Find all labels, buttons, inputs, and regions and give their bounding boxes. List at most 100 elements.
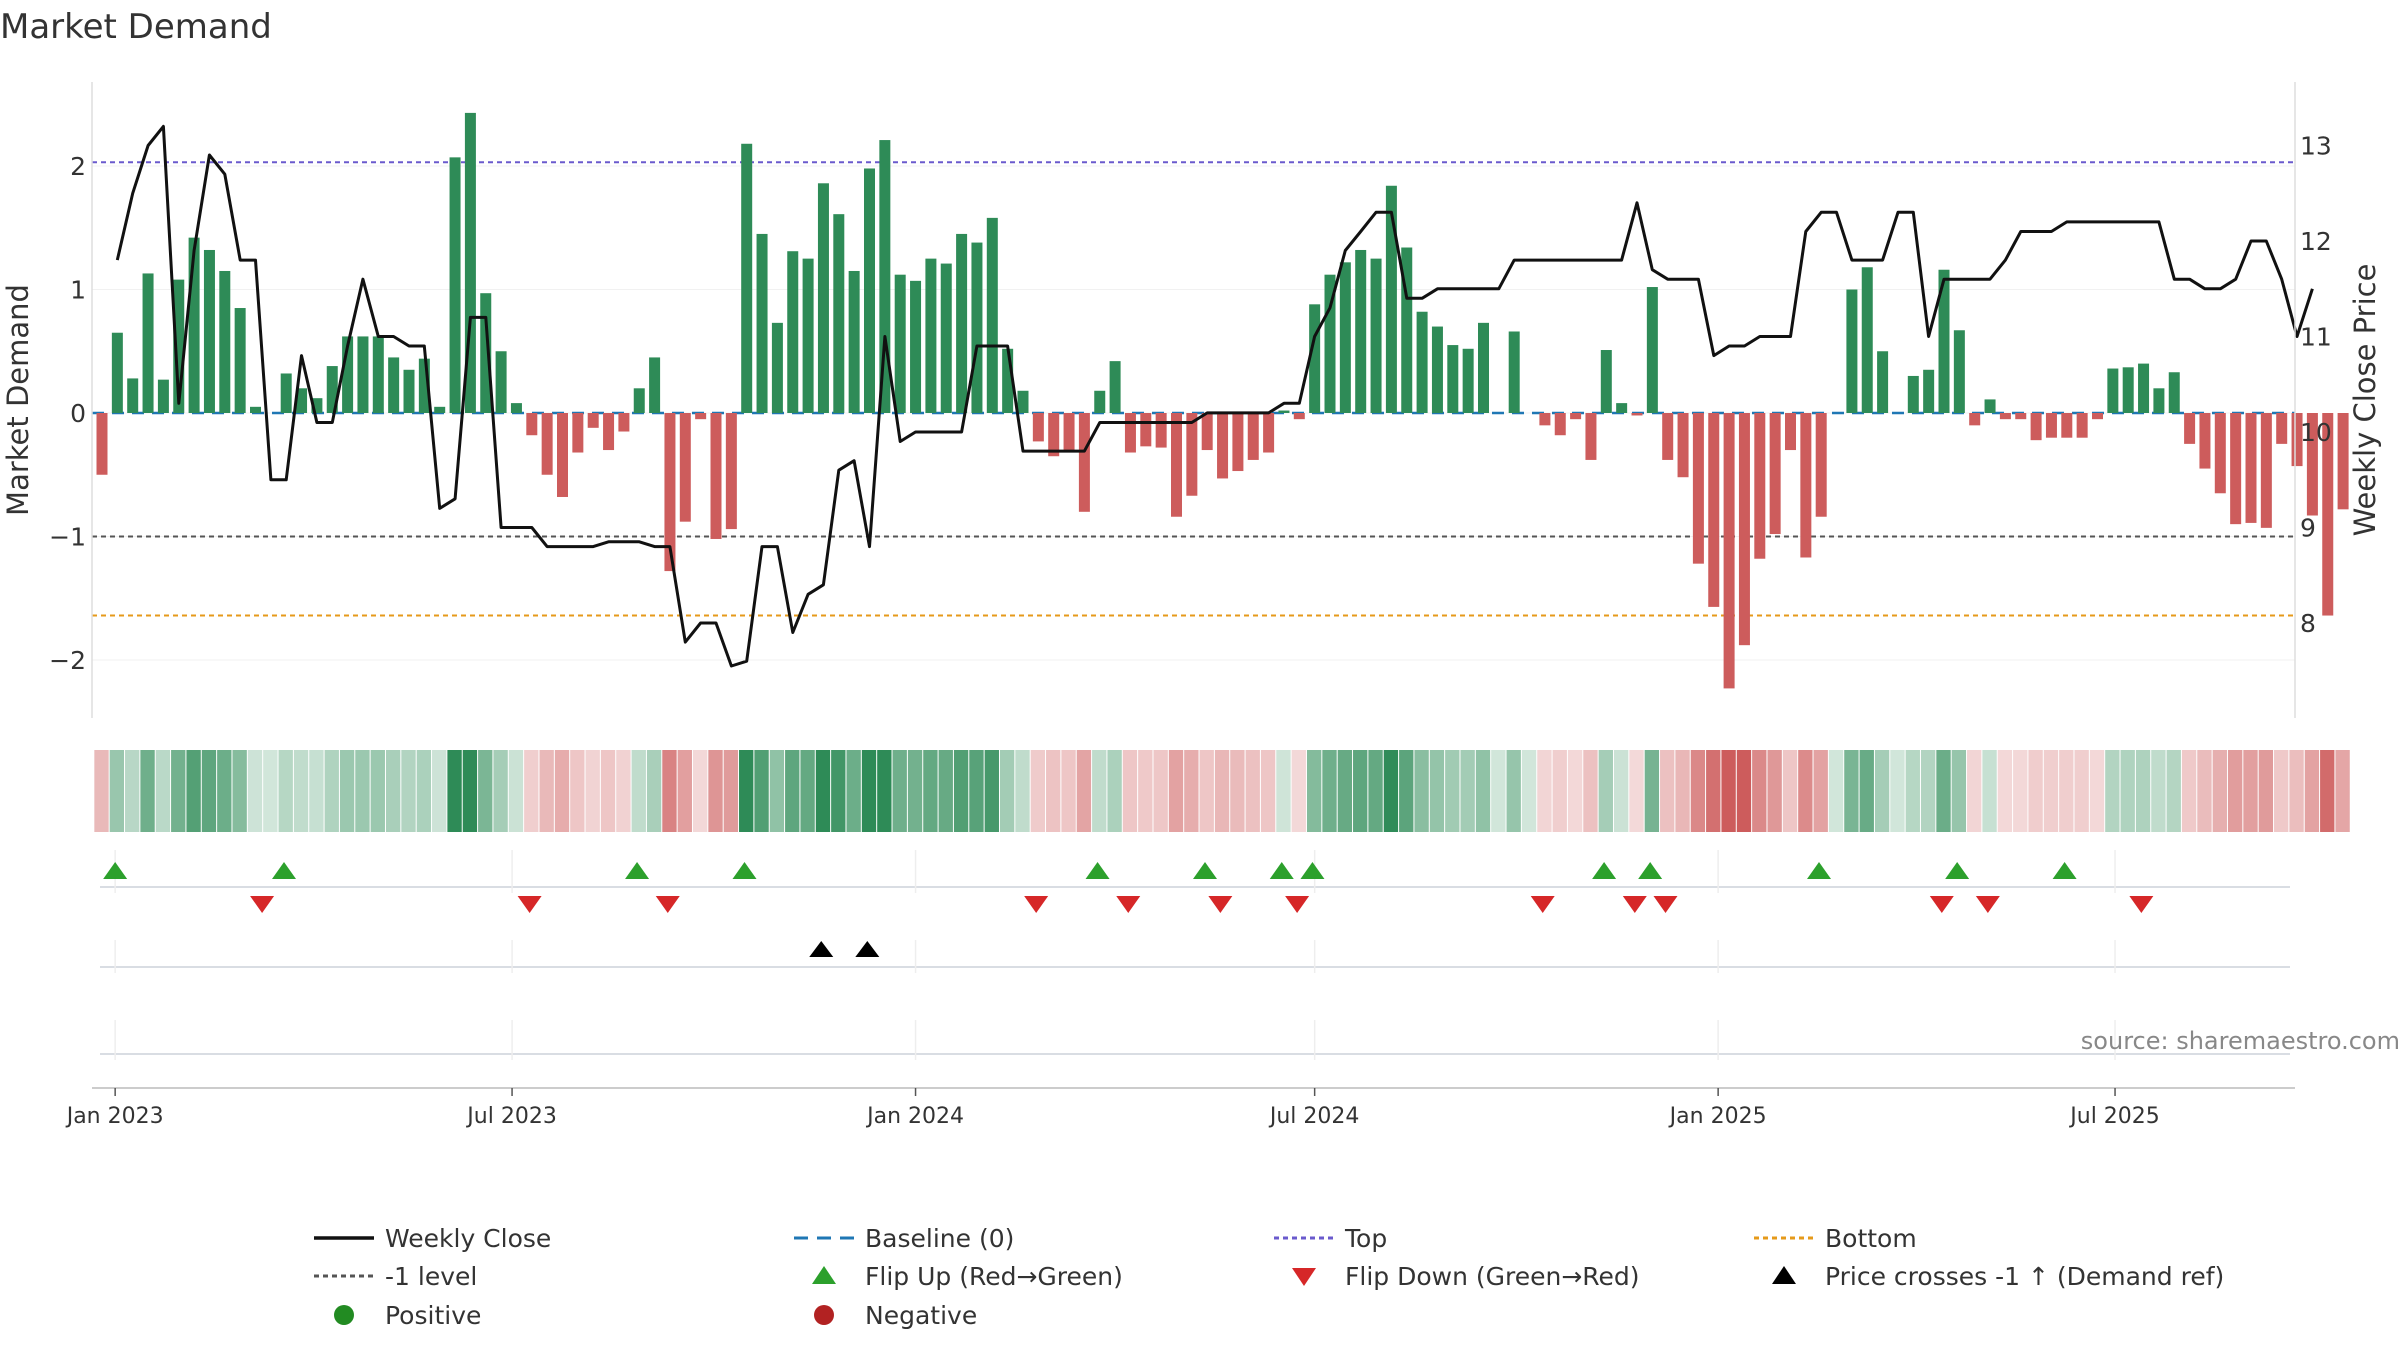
positive-bar (1646, 287, 1658, 413)
negative-bar (695, 413, 707, 420)
positive-heat-cell (861, 750, 877, 832)
positive-bar (894, 274, 906, 413)
flip-up-marker (1592, 862, 1617, 879)
positive-heat-cell (907, 750, 923, 832)
legend-handle (1772, 1266, 1796, 1284)
positive-heat-cell (739, 750, 754, 832)
negative-bar (2276, 413, 2288, 444)
negative-heat-cell (1736, 750, 1752, 832)
negative-heat-cell (1168, 750, 1184, 832)
negative-heat-cell (692, 750, 708, 832)
positive-bar (879, 140, 891, 413)
positive-bar (986, 217, 998, 413)
positive-heat-cell (1383, 750, 1399, 832)
positive-bar (848, 270, 860, 413)
negative-heat-cell (1030, 750, 1046, 832)
legend-item: Negative (814, 1301, 977, 1330)
negative-bar (2015, 413, 2027, 420)
negative-bar (1078, 413, 1090, 512)
positive-heat-cell (1613, 750, 1629, 832)
legend-label: Positive (385, 1301, 481, 1330)
flip-down-marker (250, 896, 275, 913)
negative-bar (1155, 413, 1167, 448)
positive-bar (388, 357, 400, 413)
positive-bar (434, 406, 446, 413)
negative-heat-cell (1629, 750, 1644, 832)
flip-down-marker (2129, 896, 2154, 913)
positive-bar (372, 336, 384, 413)
negative-heat-cell (2289, 750, 2304, 832)
negative-bar (1263, 413, 1275, 453)
positive-heat-cell (769, 750, 785, 832)
positive-bar (910, 280, 922, 413)
flip-down-marker (1116, 896, 1141, 913)
price-cross-marker (809, 941, 834, 957)
legend-label: Baseline (0) (865, 1224, 1014, 1253)
x-tick-label: Jul 2023 (465, 1104, 557, 1129)
negative-bar (1815, 413, 1827, 517)
positive-heat-cell (2166, 750, 2181, 832)
flip-up-marker (732, 862, 757, 879)
positive-heat-cell (969, 750, 984, 832)
positive-bar (2153, 388, 2165, 413)
negative-bar (557, 413, 568, 497)
positive-bar (1002, 348, 1014, 413)
positive-heat-cell (953, 750, 969, 832)
positive-bar (280, 373, 292, 413)
negative-heat-cell (2043, 750, 2059, 832)
positive-heat-cell (646, 750, 662, 832)
negative-bar (1692, 413, 1704, 564)
negative-bar (2199, 413, 2211, 469)
negative-bar (2306, 413, 2318, 516)
negative-bar (1769, 413, 1781, 535)
positive-heat-cell (1368, 750, 1383, 832)
negative-bar (1570, 413, 1582, 420)
positive-heat-cell (401, 750, 416, 832)
negative-bar (1554, 413, 1566, 436)
positive-heat-cell (1445, 750, 1460, 832)
positive-bar (480, 293, 492, 413)
negative-heat-cell (1245, 750, 1260, 832)
positive-heat-cell (201, 750, 217, 832)
legend-label: Bottom (1825, 1224, 1917, 1253)
positive-bar (342, 336, 354, 413)
y2-axis-label: Weekly Close Price (2348, 264, 2382, 537)
positive-heat-cell (2135, 750, 2151, 832)
negative-bar (2061, 413, 2073, 438)
positive-heat-cell (1306, 750, 1322, 832)
y-tick-label: 2 (70, 152, 86, 181)
positive-bar (1877, 351, 1889, 413)
positive-bar (449, 157, 461, 413)
negative-heat-cell (1046, 750, 1061, 832)
positive-bar (1339, 262, 1351, 413)
negative-heat-cell (708, 750, 723, 832)
positive-bar (1508, 331, 1520, 413)
positive-heat-cell (1859, 750, 1874, 832)
positive-bar (1094, 390, 1106, 413)
y-tick-label: −1 (49, 523, 86, 552)
positive-heat-cell (2105, 750, 2120, 832)
y2-tick-label: 9 (2300, 514, 2316, 543)
negative-heat-cell (2243, 750, 2258, 832)
negative-heat-cell (1184, 750, 1199, 832)
negative-heat-cell (723, 750, 739, 832)
positive-heat-cell (355, 750, 370, 832)
flip-up-marker (103, 862, 128, 879)
positive-bar (1923, 369, 1935, 413)
positive-heat-cell (2151, 750, 2166, 832)
negative-bar (1969, 413, 1981, 426)
negative-heat-cell (1076, 750, 1092, 832)
legend-handle (1292, 1268, 1316, 1286)
positive-heat-cell (877, 750, 892, 832)
positive-bar (1462, 348, 1474, 413)
positive-heat-cell (493, 750, 508, 832)
negative-bar (1171, 413, 1182, 517)
positive-bar (1370, 258, 1382, 413)
positive-heat-cell (217, 750, 232, 832)
positive-bar (1938, 269, 1950, 413)
negative-bar (1186, 413, 1198, 496)
flip-down-marker (1024, 896, 1049, 913)
demand-bars (96, 112, 2349, 689)
y2-tick-label: 12 (2300, 227, 2332, 256)
